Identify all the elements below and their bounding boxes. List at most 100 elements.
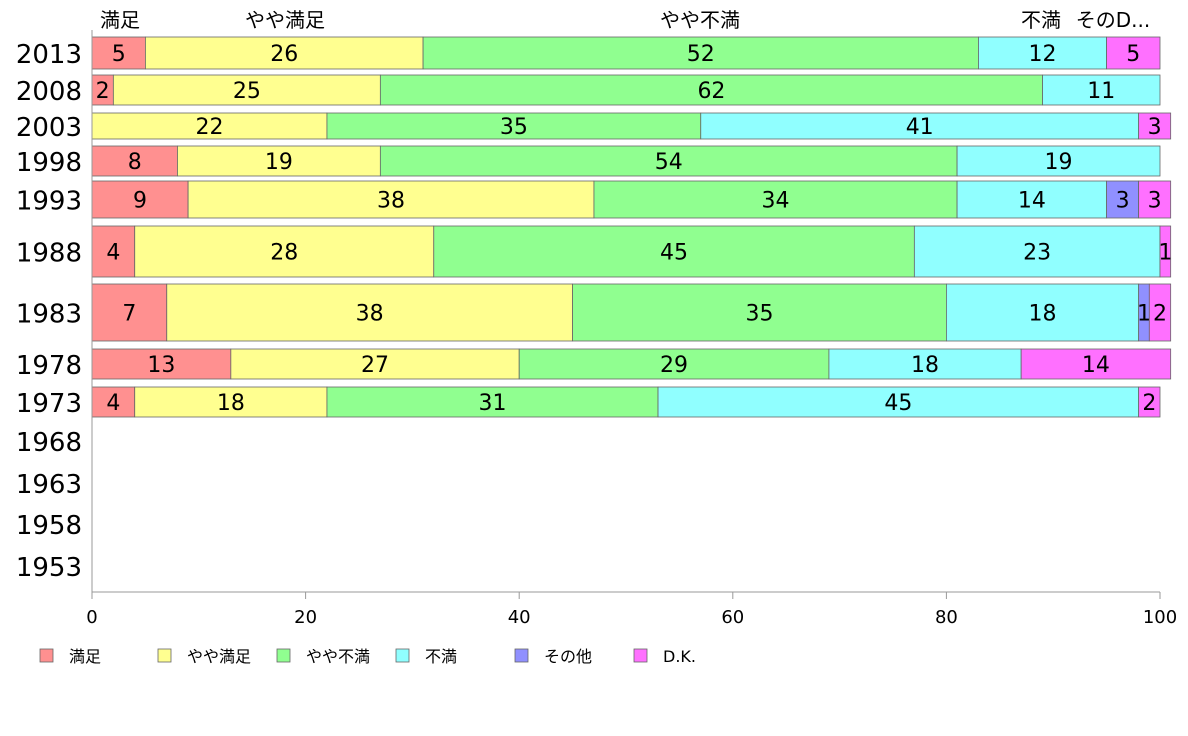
bar-segment-2008-3 <box>1042 74 1161 106</box>
top-series-label-4: そのD... <box>1076 8 1150 32</box>
legend-label-2: やや不満 <box>306 647 370 666</box>
year-label-1978: 1978 <box>16 351 82 381</box>
data-label-1978-5: 14 <box>1082 353 1110 378</box>
data-label-2008-0: 2 <box>96 79 110 104</box>
year-label-1988: 1988 <box>16 239 82 269</box>
bar-segment-1973-2 <box>326 386 659 418</box>
bar-segment-1973-1 <box>134 386 328 418</box>
data-label-1988-3: 23 <box>1023 240 1051 265</box>
data-label-2013-2: 52 <box>687 42 715 67</box>
data-label-2003-5: 3 <box>1148 115 1162 140</box>
data-label-1993-5: 3 <box>1148 188 1162 213</box>
legend-swatch-2 <box>276 648 291 663</box>
data-label-1998-3: 19 <box>1045 150 1073 175</box>
data-label-1978-1: 27 <box>361 353 389 378</box>
bar-segment-1998-0 <box>91 145 178 177</box>
data-label-1998-2: 54 <box>655 150 683 175</box>
data-label-1978-3: 18 <box>911 353 939 378</box>
legend-swatch-0 <box>39 648 54 663</box>
year-label-1993: 1993 <box>16 187 82 217</box>
bar-segment-2008-1 <box>112 74 381 106</box>
bar-segment-1998-3 <box>956 145 1161 177</box>
bar-segment-1988-3 <box>913 225 1161 278</box>
data-label-1973-2: 31 <box>479 391 507 416</box>
year-label-1973: 1973 <box>16 389 82 419</box>
data-label-2013-1: 26 <box>270 42 298 67</box>
top-series-label-2: やや不満 <box>660 8 740 32</box>
data-label-1973-3: 45 <box>884 391 912 416</box>
data-label-2013-5: 5 <box>1126 42 1140 67</box>
data-label-2013-3: 12 <box>1029 42 1057 67</box>
data-label-1983-5: 2 <box>1153 301 1167 326</box>
data-label-1993-1: 38 <box>377 188 405 213</box>
bar-segment-2003-3 <box>700 112 1140 140</box>
bar-segment-2013-3 <box>978 36 1108 70</box>
year-label-2003: 2003 <box>16 113 82 143</box>
data-label-1993-0: 9 <box>133 188 147 213</box>
data-label-1993-2: 34 <box>762 188 790 213</box>
data-label-1973-1: 18 <box>217 391 245 416</box>
data-label-1988-1: 28 <box>270 240 298 265</box>
data-label-1973-0: 4 <box>106 391 120 416</box>
data-label-1983-0: 7 <box>122 301 136 326</box>
bar-segment-1988-2 <box>433 225 915 278</box>
bar-segment-1978-0 <box>91 348 232 380</box>
year-label-1958: 1958 <box>16 511 82 541</box>
data-label-1998-1: 19 <box>265 150 293 175</box>
bar-segment-1983-1 <box>166 283 573 342</box>
bar-segment-1988-5 <box>1159 225 1172 278</box>
bar-segment-1978-3 <box>828 348 1022 380</box>
bar-segment-1993-4 <box>1106 180 1140 219</box>
year-label-1968: 1968 <box>16 428 82 458</box>
bar-segment-1983-0 <box>91 283 168 342</box>
bar-segment-1998-2 <box>379 145 958 177</box>
bar-segment-2003-2 <box>326 112 702 140</box>
bar-segment-1988-1 <box>134 225 435 278</box>
bar-segment-1978-2 <box>518 348 830 380</box>
bar-segment-1988-0 <box>91 225 136 278</box>
bar-segment-1993-3 <box>956 180 1108 219</box>
legend-swatch-4 <box>514 648 529 663</box>
data-label-2003-1: 22 <box>195 115 223 140</box>
x-tick-label-100: 100 <box>1143 607 1177 628</box>
bar-segment-1978-5 <box>1020 348 1172 380</box>
data-label-1983-4: 1 <box>1137 301 1151 326</box>
data-label-1993-4: 3 <box>1116 188 1130 213</box>
data-label-1978-0: 13 <box>147 353 175 378</box>
data-label-1978-2: 29 <box>660 353 688 378</box>
year-label-1998: 1998 <box>16 148 82 178</box>
data-label-1983-1: 38 <box>356 301 384 326</box>
bar-segment-2008-2 <box>379 74 1043 106</box>
top-series-label-3: 不満 <box>1021 8 1061 32</box>
data-label-1988-5: 1 <box>1158 240 1172 265</box>
legend-label-1: やや満足 <box>187 647 251 666</box>
x-tick-label-20: 20 <box>294 607 317 628</box>
bar-segment-2013-1 <box>144 36 424 70</box>
data-label-2008-1: 25 <box>233 79 261 104</box>
bar-segment-1983-5 <box>1148 283 1172 342</box>
bar-segment-1993-1 <box>187 180 595 219</box>
data-label-2003-2: 35 <box>500 115 528 140</box>
bar-segment-2013-5 <box>1106 36 1161 70</box>
top-series-label-1: やや満足 <box>245 8 325 32</box>
year-label-2008: 2008 <box>16 77 82 107</box>
x-tick-label-0: 0 <box>86 607 97 628</box>
data-label-1983-2: 35 <box>746 301 774 326</box>
legend-label-4: その他 <box>544 647 592 666</box>
year-label-2013: 2013 <box>16 40 82 70</box>
data-label-1983-3: 18 <box>1029 301 1057 326</box>
data-label-2013-0: 5 <box>112 42 126 67</box>
legend-label-3: 不満 <box>425 647 457 666</box>
data-label-1993-3: 14 <box>1018 188 1046 213</box>
bar-segment-1973-5 <box>1138 386 1161 418</box>
data-label-1973-5: 2 <box>1142 391 1156 416</box>
legend-label-0: 満足 <box>69 647 101 666</box>
year-label-1953: 1953 <box>16 553 82 583</box>
x-tick-label-40: 40 <box>508 607 531 628</box>
x-tick-label-80: 80 <box>935 607 958 628</box>
x-tick-label-60: 60 <box>721 607 744 628</box>
year-label-1963: 1963 <box>16 470 82 500</box>
bar-segment-2013-0 <box>91 36 146 70</box>
legend-label-5: D.K. <box>663 647 696 666</box>
